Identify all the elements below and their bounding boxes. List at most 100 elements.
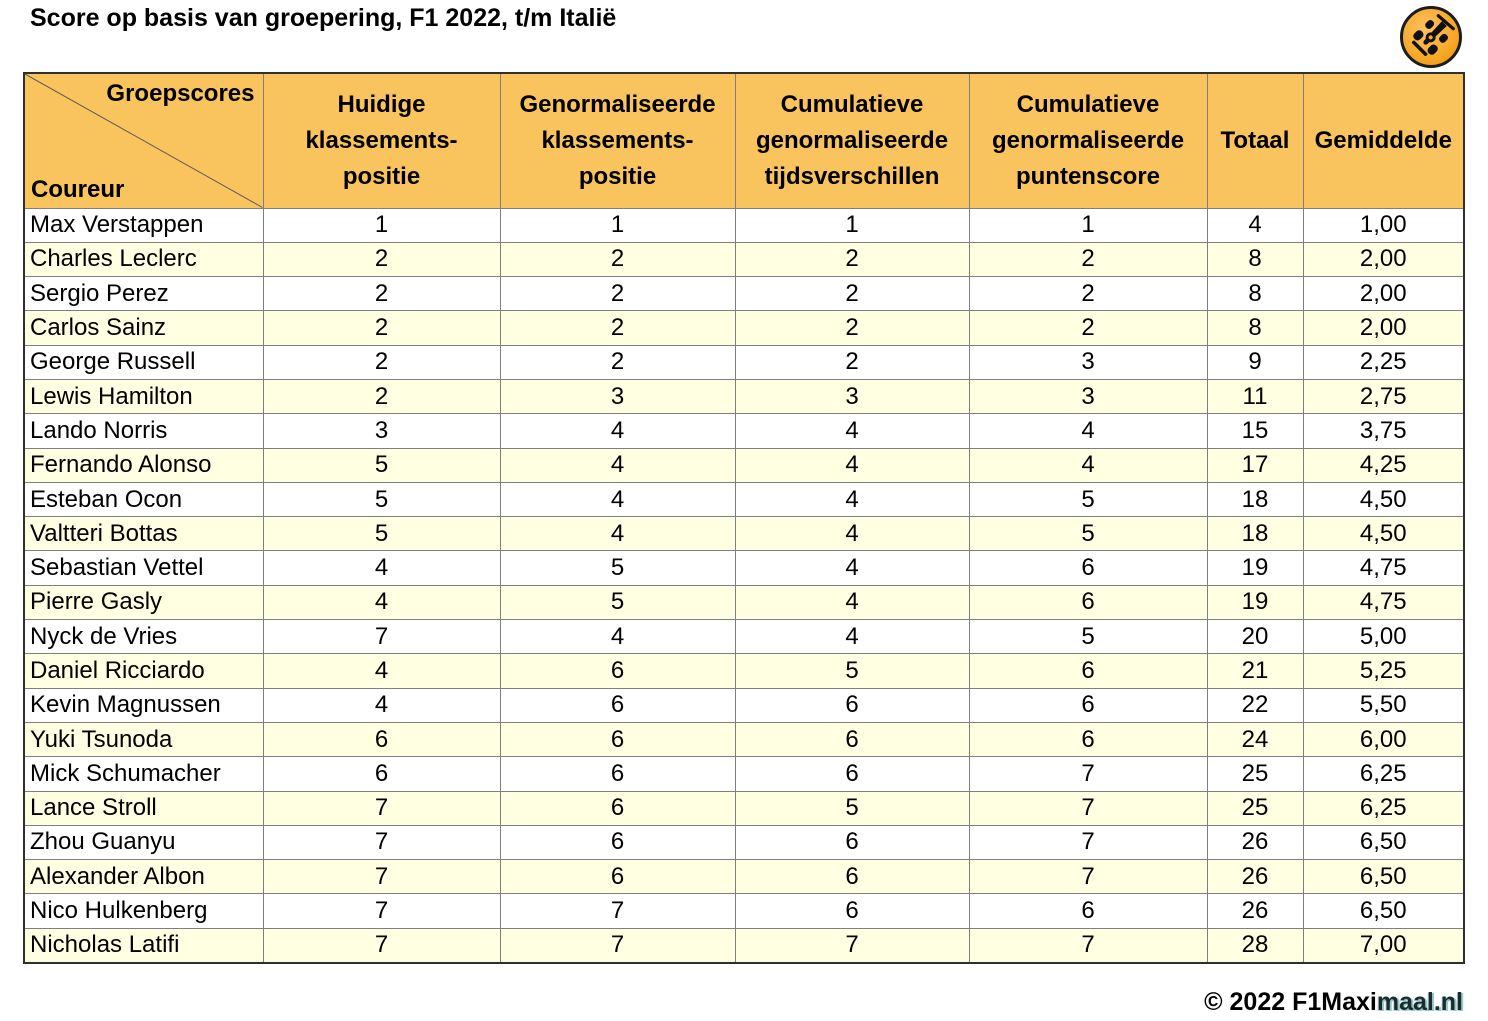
driver-name-cell: Daniel Ricciardo [23, 653, 264, 689]
driver-name-cell: Valtteri Bottas [23, 516, 264, 552]
score-cell: 7 [262, 893, 501, 929]
score-cell: 6 [499, 824, 736, 861]
score-cell: 6 [968, 550, 1208, 586]
score-cell: 4,50 [1302, 481, 1465, 518]
corner-label-coureur: Coureur [31, 175, 125, 203]
score-cell: 1 [262, 207, 501, 243]
driver-name-cell: Yuki Tsunoda [23, 721, 264, 758]
score-cell: 7 [734, 927, 970, 964]
score-cell: 6 [968, 687, 1208, 723]
driver-name-cell: Lance Stroll [23, 790, 264, 826]
score-cell: 18 [1206, 516, 1304, 552]
score-cell: 2 [734, 310, 970, 346]
score-cell: 2 [262, 276, 501, 312]
driver-name-cell: Charles Leclerc [23, 241, 264, 278]
score-cell: 5 [734, 653, 970, 689]
score-cell: 2 [262, 344, 501, 380]
score-cell: 7 [262, 927, 501, 964]
score-cell: 2 [968, 241, 1208, 278]
score-cell: 5 [734, 790, 970, 826]
score-cell: 19 [1206, 584, 1304, 621]
group-scores-table: Groepscores Coureur Huidige klassements-… [23, 72, 1465, 964]
score-cell: 6,00 [1302, 721, 1465, 758]
score-cell: 22 [1206, 687, 1304, 723]
score-cell: 2 [499, 310, 736, 346]
score-cell: 4,75 [1302, 550, 1465, 586]
table-row: Sergio Perez 2 2 2 2 8 2,00 [23, 276, 1465, 312]
score-cell: 6 [262, 756, 501, 792]
race-car-icon [1400, 6, 1462, 68]
score-cell: 2 [499, 241, 736, 278]
score-cell: 3 [968, 344, 1208, 380]
column-header-0: Huidige klassements- positie [262, 72, 501, 209]
score-cell: 9 [1206, 344, 1304, 380]
score-cell: 4 [734, 550, 970, 586]
score-cell: 5 [968, 516, 1208, 552]
driver-name-cell: Max Verstappen [23, 207, 264, 243]
score-cell: 8 [1206, 310, 1304, 346]
score-cell: 4,50 [1302, 516, 1465, 552]
score-cell: 7 [968, 824, 1208, 861]
driver-name-cell: Carlos Sainz [23, 310, 264, 346]
corner-label-groepscores: Groepscores [106, 80, 255, 107]
score-cell: 6 [968, 893, 1208, 929]
score-cell: 2 [262, 378, 501, 415]
score-cell: 6 [499, 790, 736, 826]
score-cell: 5 [262, 481, 501, 518]
score-cell: 7 [968, 790, 1208, 826]
score-cell: 6,50 [1302, 824, 1465, 861]
table-row: Alexander Albon 7 6 6 7 26 6,50 [23, 859, 1465, 895]
score-cell: 7 [499, 893, 736, 929]
table-row: Fernando Alonso 5 4 4 4 17 4,25 [23, 447, 1465, 483]
score-cell: 7 [968, 756, 1208, 792]
header-row: Groepscores Coureur Huidige klassements-… [23, 72, 1465, 209]
driver-name-cell: Mick Schumacher [23, 756, 264, 792]
table-row: Kevin Magnussen 4 6 6 6 22 5,50 [23, 687, 1465, 723]
score-cell: 7 [262, 790, 501, 826]
column-header-4: Totaal [1206, 72, 1304, 209]
score-cell: 26 [1206, 859, 1304, 895]
score-cell: 3 [262, 413, 501, 449]
score-cell: 7 [499, 927, 736, 964]
score-cell: 5,25 [1302, 653, 1465, 689]
score-cell: 3,75 [1302, 413, 1465, 449]
score-cell: 1 [499, 207, 736, 243]
driver-name-cell: Esteban Ocon [23, 481, 264, 518]
score-cell: 4 [1206, 207, 1304, 243]
column-header-2: Cumulatieve genormaliseerde tijdsverschi… [734, 72, 970, 209]
score-cell: 1 [734, 207, 970, 243]
driver-name-cell: Fernando Alonso [23, 447, 264, 483]
score-cell: 2 [968, 276, 1208, 312]
score-cell: 5 [499, 584, 736, 621]
driver-name-cell: Zhou Guanyu [23, 824, 264, 861]
column-header-1: Genormaliseerde klassements- positie [499, 72, 736, 209]
score-cell: 6 [499, 756, 736, 792]
score-cell: 7 [968, 927, 1208, 964]
driver-name-cell: Lando Norris [23, 413, 264, 449]
score-cell: 4,25 [1302, 447, 1465, 483]
score-cell: 26 [1206, 893, 1304, 929]
score-cell: 4 [262, 653, 501, 689]
table-row: Valtteri Bottas 5 4 4 5 18 4,50 [23, 516, 1465, 552]
score-cell: 6 [734, 687, 970, 723]
score-cell: 4 [734, 516, 970, 552]
score-cell: 8 [1206, 241, 1304, 278]
table-row: Lance Stroll 7 6 5 7 25 6,25 [23, 790, 1465, 826]
score-cell: 2,75 [1302, 378, 1465, 415]
score-cell: 7 [968, 859, 1208, 895]
table-row: Nicholas Latifi 7 7 7 7 28 7,00 [23, 927, 1465, 964]
score-cell: 2,00 [1302, 241, 1465, 278]
copyright-footer: © 2022 F1Maximaal.nl [1204, 988, 1463, 1017]
score-cell: 2 [262, 241, 501, 278]
score-cell: 20 [1206, 619, 1304, 655]
score-cell: 7 [262, 619, 501, 655]
score-cell: 24 [1206, 721, 1304, 758]
score-cell: 19 [1206, 550, 1304, 586]
table-row: Pierre Gasly 4 5 4 6 19 4,75 [23, 584, 1465, 621]
score-cell: 25 [1206, 790, 1304, 826]
copyright-text: © 2022 F1Maxi [1204, 988, 1377, 1016]
score-cell: 6 [968, 584, 1208, 621]
table-row: Charles Leclerc 2 2 2 2 8 2,00 [23, 241, 1465, 278]
score-cell: 6 [968, 721, 1208, 758]
table-row: Sebastian Vettel 4 5 4 6 19 4,75 [23, 550, 1465, 586]
